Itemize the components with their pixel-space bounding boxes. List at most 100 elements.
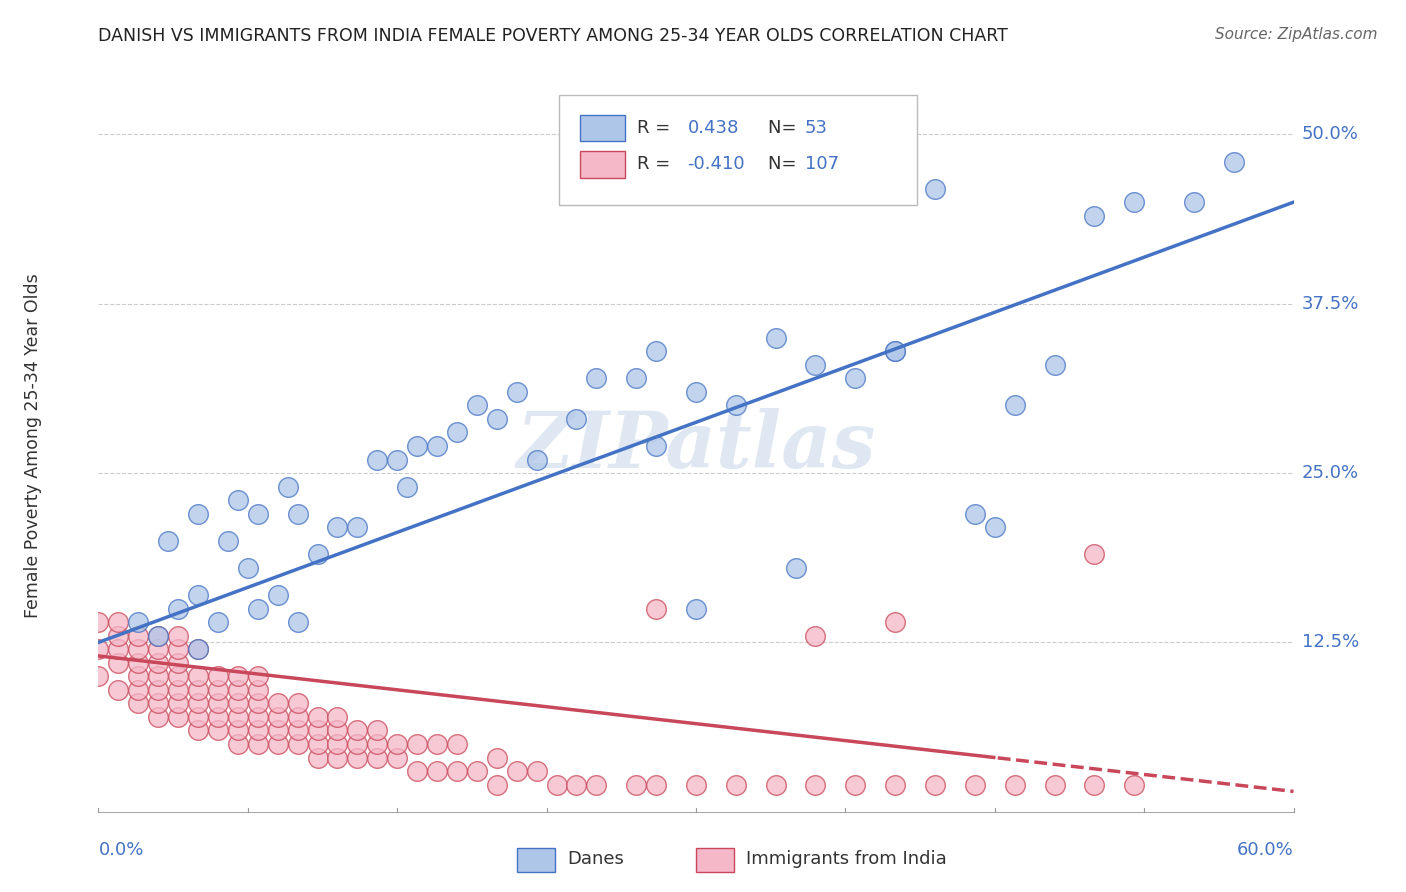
Text: -0.410: -0.410 [688, 155, 745, 173]
Point [366, 737, 388, 751]
Point [645, 601, 668, 615]
Point [1043, 358, 1066, 372]
Point [226, 737, 249, 751]
Point [465, 764, 488, 778]
Point [267, 737, 290, 751]
Point [246, 710, 269, 724]
Point [307, 723, 329, 738]
Point [426, 764, 449, 778]
Point [406, 737, 429, 751]
Point [724, 398, 747, 412]
Text: Immigrants from India: Immigrants from India [747, 850, 946, 868]
Point [167, 669, 190, 683]
Point [167, 629, 190, 643]
Point [685, 601, 707, 615]
Point [167, 710, 190, 724]
Point [267, 588, 290, 602]
Point [167, 682, 190, 697]
Point [765, 331, 787, 345]
Point [287, 697, 309, 711]
Text: N=: N= [768, 119, 801, 136]
Point [884, 344, 907, 359]
Point [246, 669, 269, 683]
Point [187, 723, 209, 738]
Point [724, 778, 747, 792]
Point [346, 750, 368, 764]
Text: 53: 53 [804, 119, 828, 136]
Point [267, 710, 290, 724]
Point [685, 778, 707, 792]
FancyBboxPatch shape [517, 847, 555, 872]
Point [884, 778, 907, 792]
Point [217, 533, 239, 548]
Point [187, 682, 209, 697]
Point [785, 561, 807, 575]
Point [187, 588, 209, 602]
Point [246, 737, 269, 751]
Point [624, 778, 647, 792]
Text: 50.0%: 50.0% [1302, 126, 1358, 144]
Text: DANISH VS IMMIGRANTS FROM INDIA FEMALE POVERTY AMONG 25-34 YEAR OLDS CORRELATION: DANISH VS IMMIGRANTS FROM INDIA FEMALE P… [98, 27, 1008, 45]
Point [426, 737, 449, 751]
Point [765, 778, 787, 792]
Point [346, 737, 368, 751]
Point [226, 710, 249, 724]
Point [307, 547, 329, 561]
Point [207, 710, 229, 724]
Point [287, 710, 309, 724]
Point [287, 615, 309, 629]
Point [148, 682, 170, 697]
Point [485, 778, 508, 792]
Point [87, 669, 110, 683]
Text: ZIPatlas: ZIPatlas [516, 408, 876, 484]
Point [1043, 778, 1066, 792]
Point [1083, 778, 1105, 792]
Point [87, 615, 110, 629]
Point [127, 669, 149, 683]
Point [307, 737, 329, 751]
Point [585, 778, 607, 792]
Point [307, 710, 329, 724]
Point [148, 629, 170, 643]
Point [187, 669, 209, 683]
Point [226, 723, 249, 738]
Point [645, 439, 668, 453]
Point [385, 750, 409, 764]
Point [187, 642, 209, 657]
Point [148, 669, 170, 683]
Point [1123, 778, 1146, 792]
Point [446, 764, 468, 778]
Point [346, 723, 368, 738]
Point [565, 412, 588, 426]
Point [167, 601, 190, 615]
Point [236, 561, 259, 575]
Point [246, 507, 269, 521]
Text: 25.0%: 25.0% [1302, 464, 1360, 482]
Point [585, 371, 607, 385]
Point [226, 669, 249, 683]
Point [844, 371, 866, 385]
Point [326, 520, 349, 534]
Point [406, 764, 429, 778]
Point [207, 669, 229, 683]
Point [107, 642, 129, 657]
Point [624, 371, 647, 385]
Point [207, 682, 229, 697]
Text: Female Poverty Among 25-34 Year Olds: Female Poverty Among 25-34 Year Olds [24, 274, 42, 618]
Point [326, 737, 349, 751]
Point [127, 642, 149, 657]
Point [187, 697, 209, 711]
Point [963, 778, 986, 792]
Point [167, 697, 190, 711]
Point [506, 384, 529, 399]
Point [546, 778, 568, 792]
Point [167, 642, 190, 657]
Point [326, 710, 349, 724]
Point [148, 629, 170, 643]
Text: 12.5%: 12.5% [1302, 633, 1360, 651]
Point [167, 656, 190, 670]
Text: R =: R = [637, 119, 676, 136]
Point [645, 344, 668, 359]
Point [485, 750, 508, 764]
Point [1222, 154, 1246, 169]
